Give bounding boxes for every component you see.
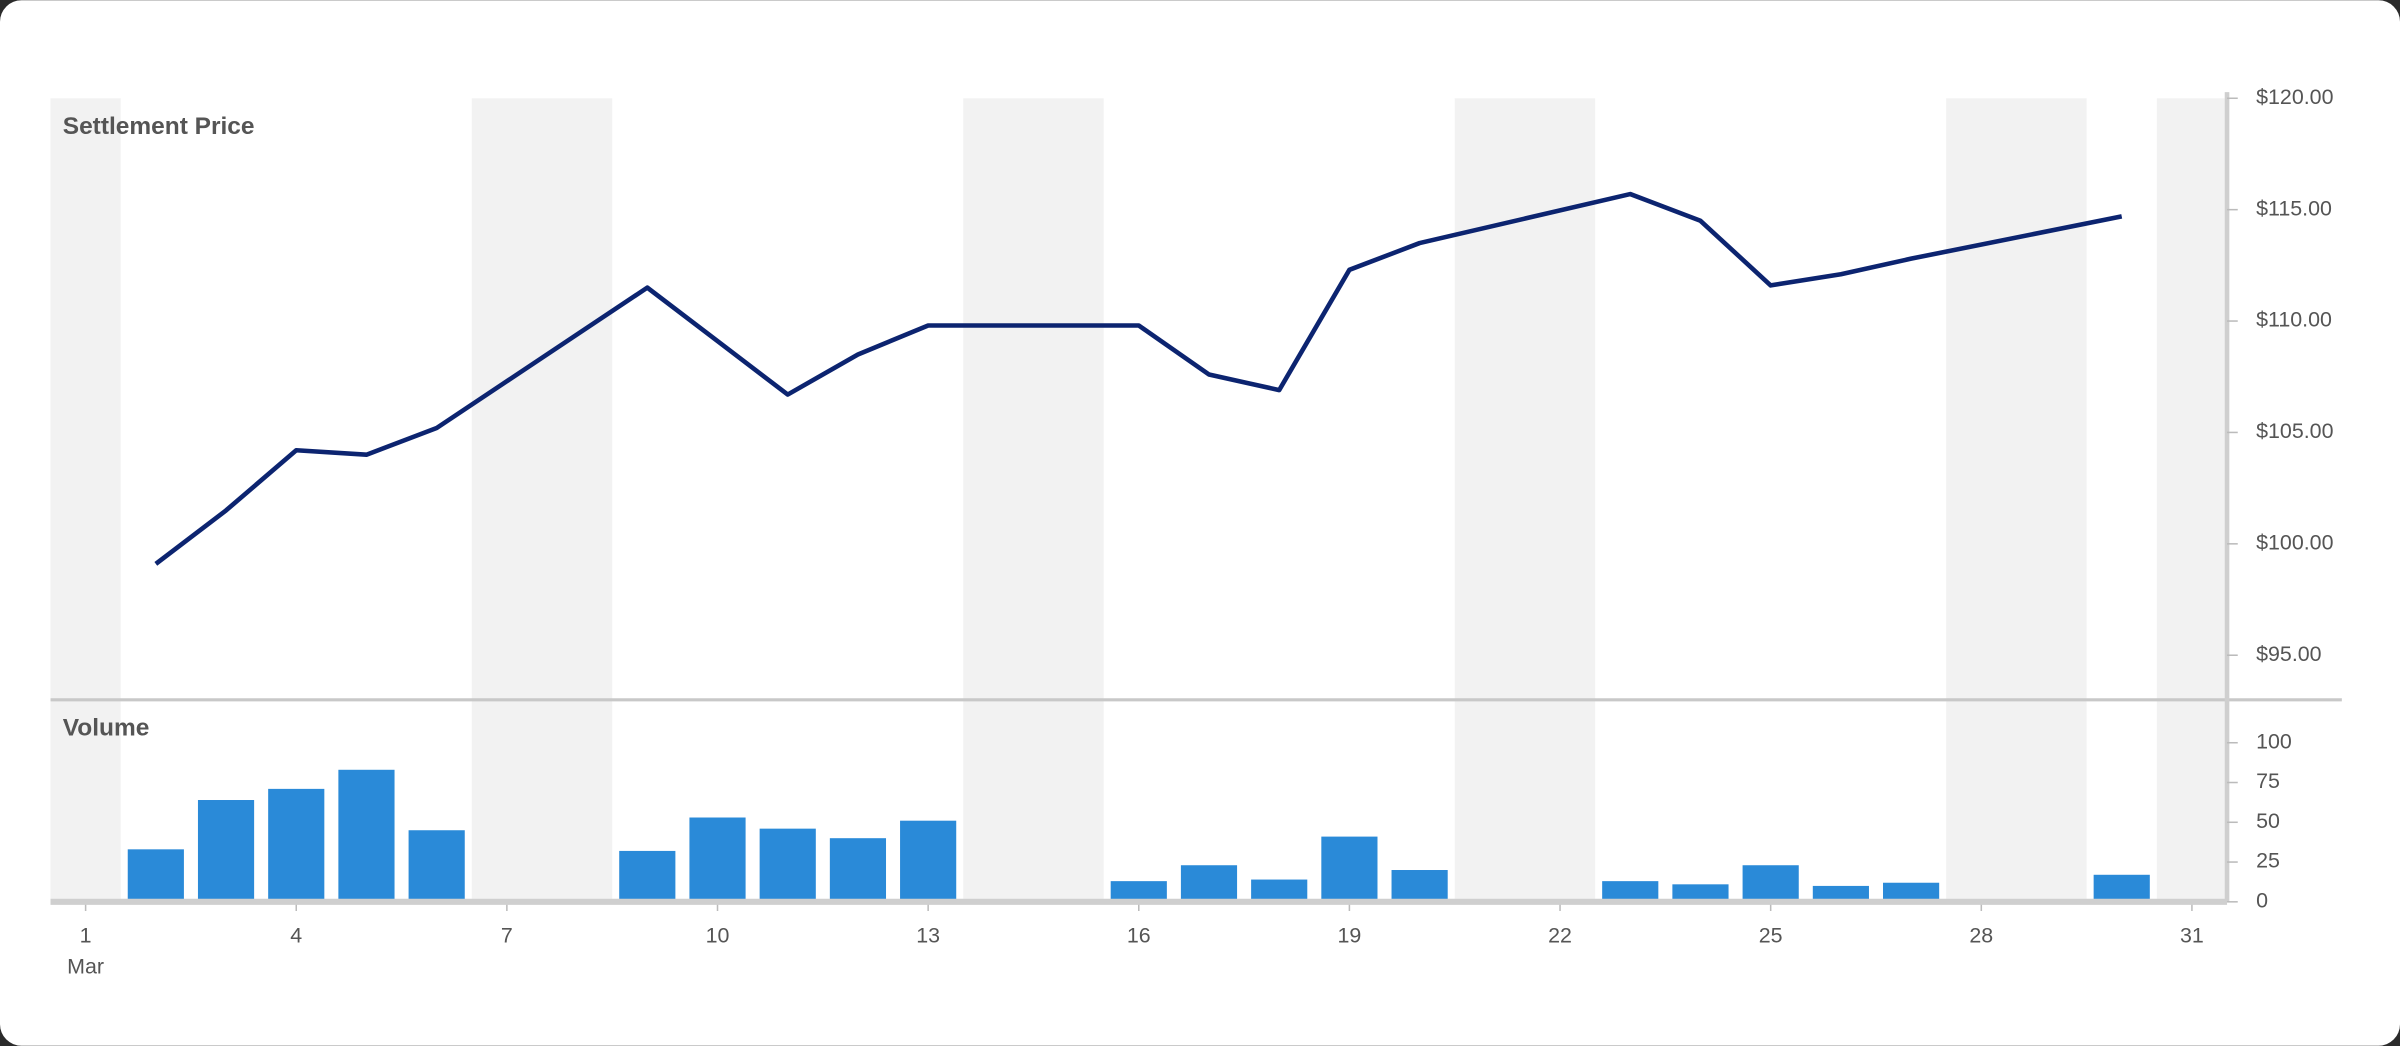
weekend-shade	[1454, 98, 1596, 902]
x-tick-label: 7	[501, 924, 513, 948]
x-sublabel: Mar	[67, 954, 104, 978]
volume-bar	[689, 817, 746, 902]
volume-bar	[829, 838, 887, 902]
volume-bar	[1602, 881, 1659, 902]
volume-bar	[1391, 870, 1448, 902]
x-tick-label: 19	[1338, 924, 1362, 948]
x-tick-label: 22	[1548, 924, 1572, 948]
y-tick-label: $110.00	[2256, 308, 2332, 332]
volume-bar	[900, 820, 957, 902]
volume-bar	[197, 800, 255, 902]
volume-bar	[2093, 874, 2150, 902]
y-tick-label: 75	[2256, 769, 2280, 793]
y-tick-label: $100.00	[2256, 530, 2333, 554]
volume-bar	[1180, 865, 1238, 902]
x-tick-label: 28	[1969, 924, 1993, 948]
price-line	[154, 191, 2123, 566]
panel-title: Settlement Price	[63, 113, 255, 140]
volume-bar	[1812, 885, 1869, 902]
panel-title: Volume	[63, 714, 150, 741]
y-tick-label: 25	[2256, 849, 2280, 873]
y-tick-label: 0	[2256, 888, 2268, 912]
volume-bar	[1883, 882, 1940, 902]
y-tick-label: 100	[2256, 729, 2292, 753]
volume-bar	[1251, 879, 1308, 902]
volume-bar	[268, 788, 325, 902]
y-tick-label: $105.00	[2256, 419, 2333, 443]
x-tick-label: 13	[916, 924, 940, 948]
x-tick-label: 10	[706, 924, 730, 948]
y-tick-label: $115.00	[2256, 196, 2332, 220]
volume-bar	[1672, 884, 1729, 902]
y-tick-label: $95.00	[2256, 642, 2322, 666]
y-tick-label: 50	[2256, 809, 2280, 833]
volume-bar	[619, 850, 676, 902]
weekend-shade	[471, 98, 613, 902]
weekend-shade	[963, 98, 1104, 902]
volume-bar	[759, 828, 816, 902]
x-tick-label: 25	[1759, 924, 1783, 948]
weekend-shade	[1946, 98, 2087, 902]
volume-bar	[1110, 881, 1167, 902]
x-tick-label: 4	[290, 924, 302, 948]
volume-bar	[338, 769, 395, 902]
y-tick-label: $120.00	[2256, 85, 2333, 109]
x-tick-label: 1	[80, 924, 92, 948]
weekend-shade	[50, 98, 121, 902]
x-tick-label: 16	[1127, 924, 1151, 948]
volume-bar	[1321, 836, 1378, 902]
volume-bar	[127, 849, 184, 902]
x-tick-label: 31	[2180, 924, 2204, 948]
weekend-shade	[2156, 98, 2228, 902]
volume-bar	[1742, 865, 1799, 902]
volume-bar	[408, 830, 465, 902]
